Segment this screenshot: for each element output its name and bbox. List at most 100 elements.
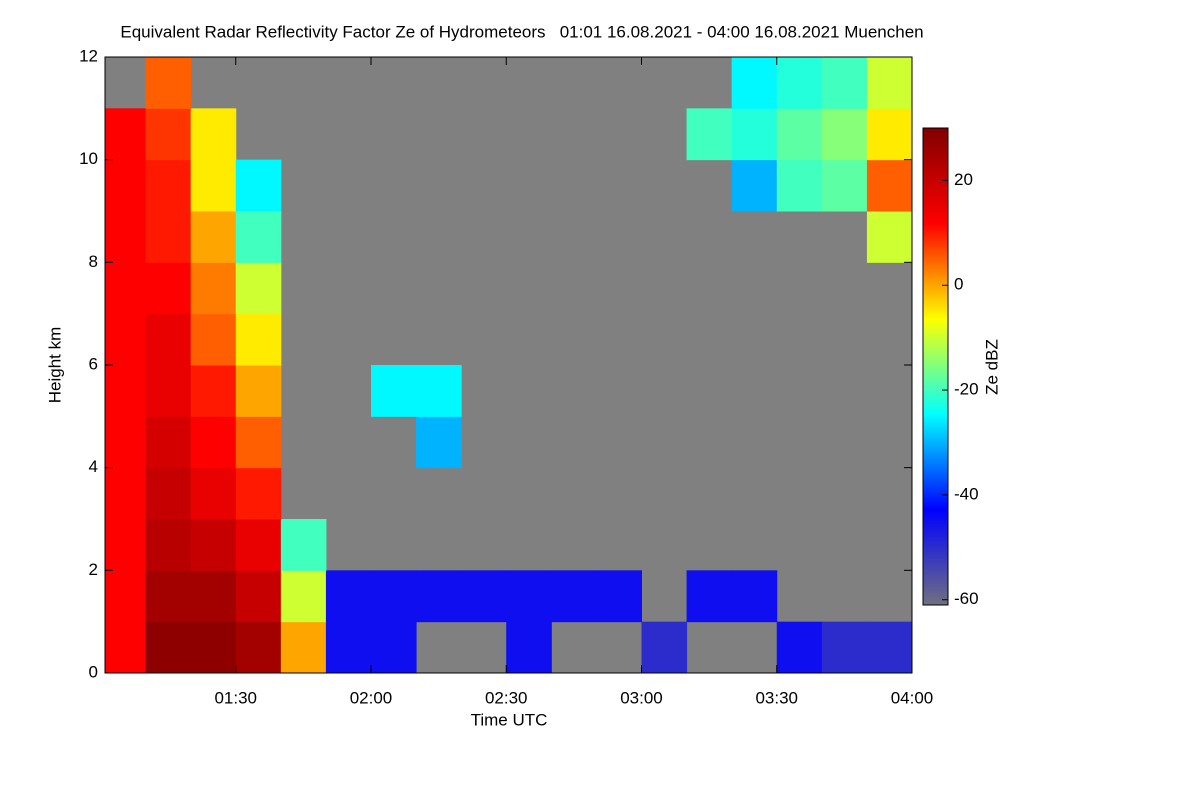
heatmap-cell	[866, 211, 913, 263]
heatmap-cell	[145, 211, 192, 263]
heatmap-cell	[686, 108, 733, 161]
heatmap-cell	[190, 313, 237, 366]
heatmap-cell	[145, 313, 192, 366]
heatmap-cell	[821, 621, 868, 674]
heatmap-cell	[105, 416, 147, 469]
y-tick-label: 2	[89, 560, 98, 579]
heatmap-cell	[416, 570, 462, 623]
heatmap-cell	[190, 365, 237, 417]
y-tick-label: 8	[89, 252, 98, 271]
heatmap-cell	[145, 416, 192, 469]
heatmap-cell	[506, 570, 552, 623]
heatmap-cell	[596, 570, 642, 623]
heatmap-cell	[866, 108, 913, 161]
heatmap-cell	[105, 519, 147, 571]
heatmap-cell	[235, 313, 282, 366]
heatmap-cell	[731, 108, 778, 161]
y-tick-label: 6	[89, 354, 98, 373]
heatmap-cell	[866, 57, 913, 109]
heatmap-cell	[731, 57, 778, 109]
x-tick-label: 01:30	[214, 688, 257, 707]
heatmap-cell	[145, 57, 192, 109]
colorbar-label: Ze dBZ	[982, 339, 1001, 395]
heatmap-cell	[145, 159, 192, 212]
heatmap-cell	[686, 570, 733, 623]
heatmap-cell	[325, 621, 372, 674]
heatmap-cell	[416, 365, 462, 417]
heatmap-cell	[145, 467, 192, 520]
heatmap-cell	[776, 108, 823, 161]
heatmap-cell	[235, 416, 282, 469]
heatmap-cell	[461, 570, 507, 623]
heatmap-cell	[235, 262, 282, 315]
colorbar	[922, 127, 949, 606]
y-tick-label: 0	[89, 662, 98, 681]
heatmap-cell	[416, 416, 462, 469]
heatmap-cell	[821, 159, 868, 212]
heatmap-cell	[190, 570, 237, 623]
heatmap-cell	[551, 570, 597, 623]
colorbar-tick-label: -60	[954, 589, 979, 608]
y-tick-label: 10	[79, 149, 98, 168]
heatmap-cell	[145, 621, 192, 674]
heatmap-cell	[145, 519, 192, 571]
y-tick-label: 4	[89, 457, 98, 476]
heatmap-cell	[731, 570, 778, 623]
x-tick-label: 02:00	[350, 688, 393, 707]
heatmap-cell	[105, 467, 147, 520]
y-axis-label: Height km	[45, 327, 64, 404]
heatmap-cell	[866, 159, 913, 212]
heatmap-cell	[370, 365, 417, 417]
heatmap-cell	[235, 211, 282, 263]
chart-title: Equivalent Radar Reflectivity Factor Ze …	[120, 22, 923, 41]
colorbar-tick-label: -20	[954, 380, 979, 399]
heatmap-cell	[190, 108, 237, 161]
heatmap-cell	[235, 621, 282, 674]
heatmap-cell	[190, 159, 237, 212]
x-tick-label: 04:00	[891, 688, 934, 707]
heatmap-cell	[731, 159, 778, 212]
heatmap-cell	[145, 262, 192, 315]
heatmap-cell	[105, 159, 147, 212]
heatmap-cell	[145, 108, 192, 161]
x-tick-label: 02:30	[485, 688, 528, 707]
heatmap-cell	[866, 621, 913, 674]
heatmap-cell	[105, 108, 147, 161]
heatmap-cell	[776, 159, 823, 212]
x-tick-label: 03:00	[620, 688, 663, 707]
heatmap-cell	[506, 621, 552, 674]
colorbar-tick-label: 20	[954, 170, 973, 189]
heatmap-cell	[145, 365, 192, 417]
heatmap-cell	[190, 416, 237, 469]
heatmap-cell	[105, 365, 147, 417]
heatmap-cell	[641, 621, 688, 674]
heatmap-cell	[190, 621, 237, 674]
heatmap-cell	[776, 57, 823, 109]
heatmap-cell	[235, 570, 282, 623]
heatmap-cell	[190, 467, 237, 520]
heatmap-cell	[190, 211, 237, 263]
x-axis-label: Time UTC	[471, 710, 548, 729]
x-tick-label: 03:30	[755, 688, 798, 707]
heatmap-cell	[821, 108, 868, 161]
heatmap-cell	[776, 621, 823, 674]
heatmap-cell	[105, 621, 147, 674]
heatmap-cell	[235, 365, 282, 417]
heatmap-cell	[105, 570, 147, 623]
heatmap-cell	[370, 570, 417, 623]
heatmap-cell	[190, 519, 237, 571]
heatmap-cell	[235, 159, 282, 212]
heatmap-cell	[235, 519, 282, 571]
heatmap-cell	[235, 467, 282, 520]
colorbar-tick-label: 0	[954, 275, 963, 294]
heatmap-cell	[280, 570, 327, 623]
colorbar-tick-label: -40	[954, 484, 979, 503]
heatmap-cell	[190, 262, 237, 315]
heatmap-cell	[105, 313, 147, 366]
heatmap-cell	[821, 57, 868, 109]
heatmap-cell	[105, 211, 147, 263]
heatmap-cell	[325, 570, 372, 623]
heatmap-cell	[370, 621, 417, 674]
heatmap-cell	[280, 621, 327, 674]
